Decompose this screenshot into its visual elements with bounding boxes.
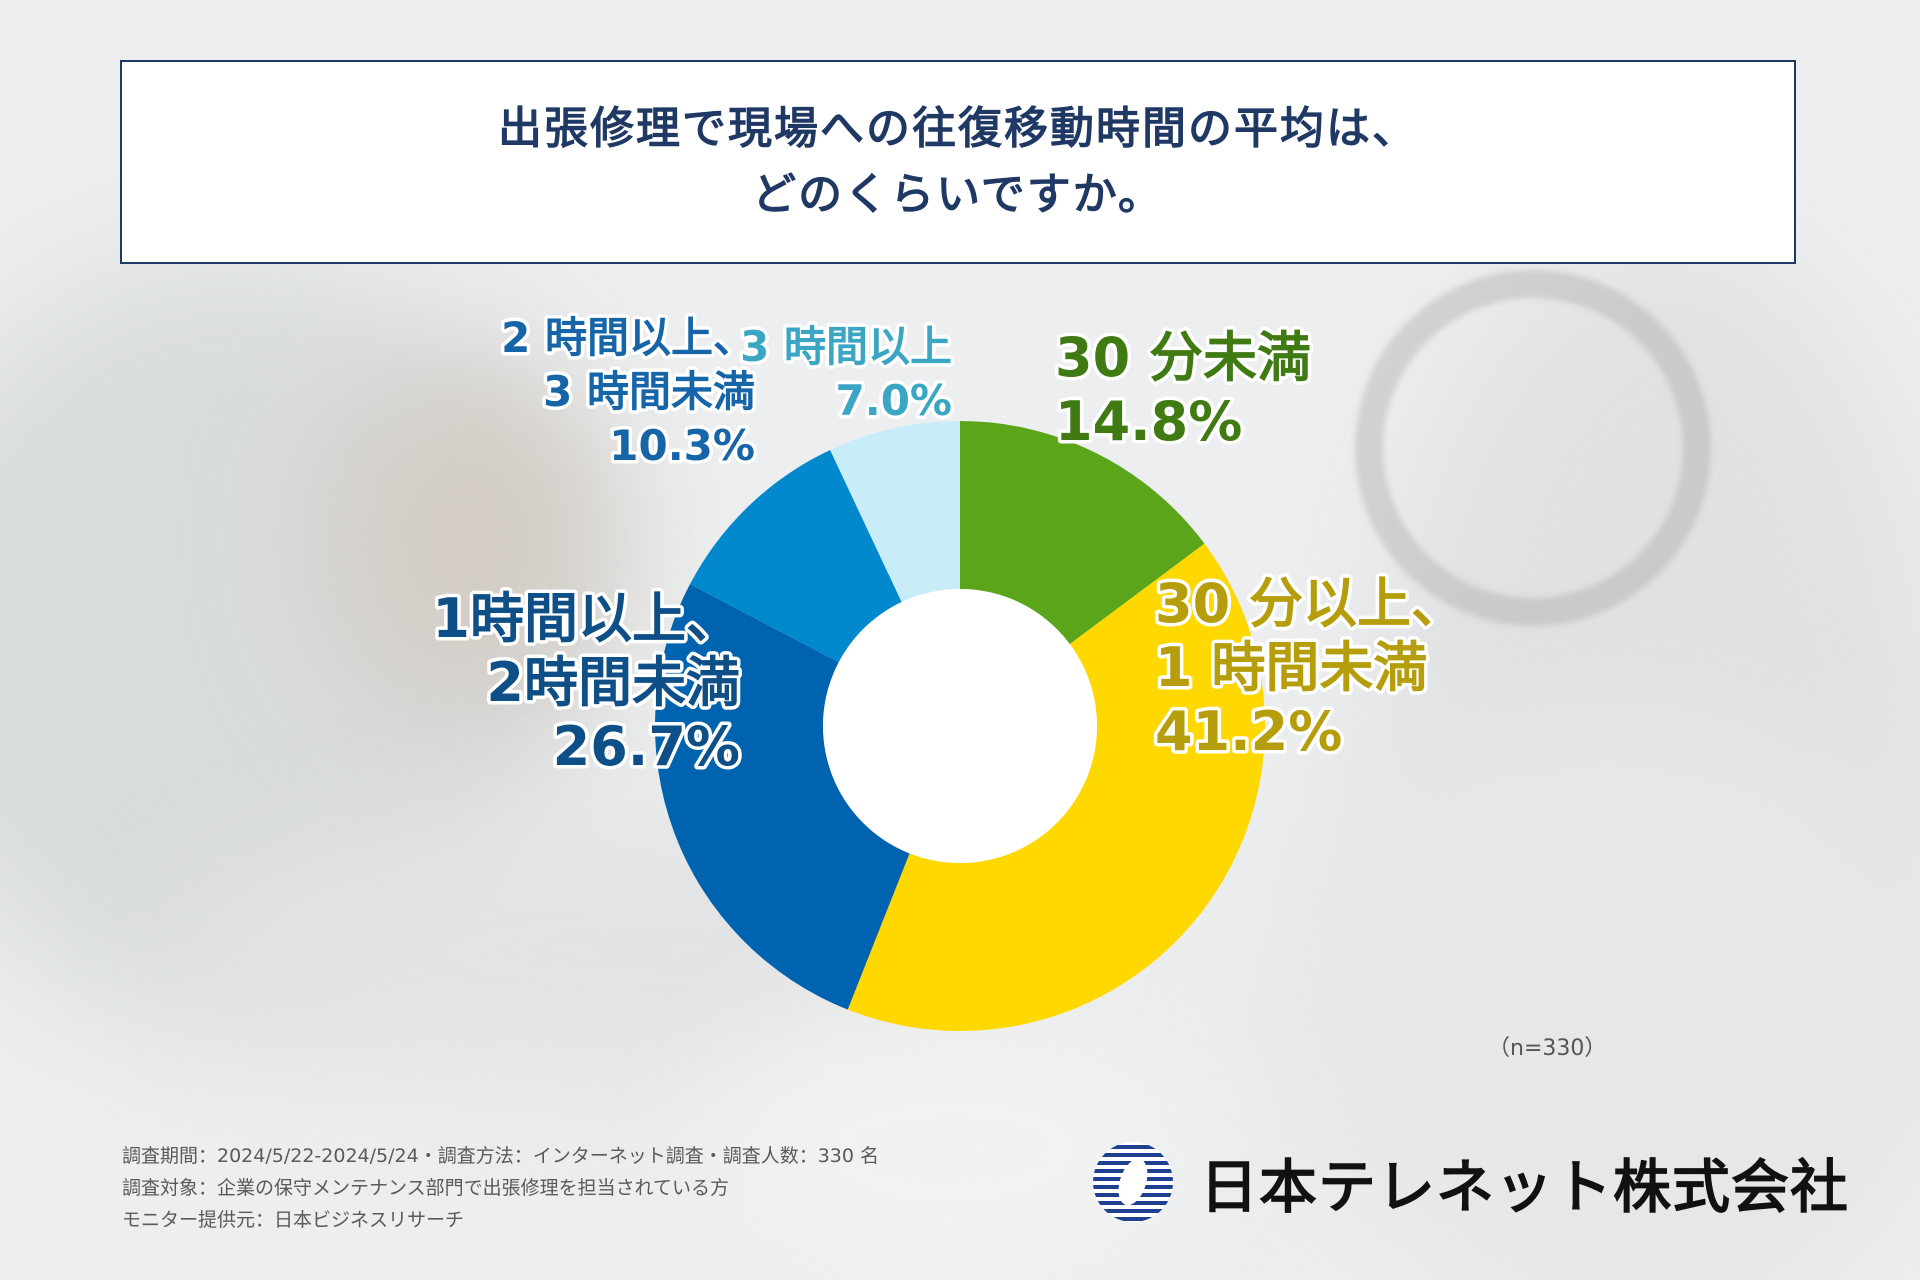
slice-4-category-label: 3 時間未満	[543, 367, 755, 416]
company-logo-icon	[1093, 1142, 1173, 1222]
donut-slice-3	[655, 584, 910, 1010]
slice-3-category-label: 2時間未満	[486, 651, 740, 714]
slice-2-category-label: 30 分以上、	[1155, 572, 1465, 635]
slice-5-category-label: 3 時間以上	[740, 322, 952, 371]
slice-3-category-label: 1時間以上、	[432, 587, 740, 650]
slice-1-value-label: 14.8%	[1055, 390, 1242, 453]
donut-slice-1	[960, 421, 1205, 645]
donut-slice-2	[847, 543, 1265, 1031]
slice-4-value-label: 10.3%	[609, 421, 755, 470]
slice-2-value-label: 41.2%	[1155, 700, 1342, 763]
slice-3-value-label: 26.7%	[553, 715, 740, 778]
donut-slice-4	[690, 450, 902, 663]
donut-slice-5	[830, 421, 960, 603]
survey-provider-note: モニター提供元：日本ビジネスリサーチ	[122, 1209, 465, 1231]
survey-target-note: 調査対象：企業の保守メンテナンス部門で出張修理を担当されている方	[122, 1177, 730, 1199]
title-line-1: 出張修理で現場への往復移動時間の平均は、	[498, 103, 1418, 154]
survey-period-note: 調査期間：2024/5/22-2024/5/24・調査方法：インターネット調査・…	[122, 1145, 880, 1167]
slice-5-value-label: 7.0%	[836, 376, 952, 425]
sample-size-label: （n=330）	[1488, 1036, 1607, 1061]
slice-4-category-label: 2 時間以上、	[501, 313, 755, 362]
survey-notes: 調査期間：2024/5/22-2024/5/24・調査方法：インターネット調査・…	[122, 1140, 879, 1236]
company-name: 日本テレネット株式会社	[1200, 1153, 1850, 1221]
donut-hole	[823, 589, 1097, 863]
question-title-box: 出張修理で現場への往復移動時間の平均は、 どのくらいですか。	[120, 60, 1796, 264]
title-line-2: どのくらいですか。	[752, 169, 1164, 220]
company-logo: 日本テレネット株式会社	[1092, 1140, 1849, 1224]
slice-1-category-label: 30 分未満	[1055, 326, 1311, 389]
slice-2-category-label: 1 時間未満	[1155, 636, 1427, 699]
